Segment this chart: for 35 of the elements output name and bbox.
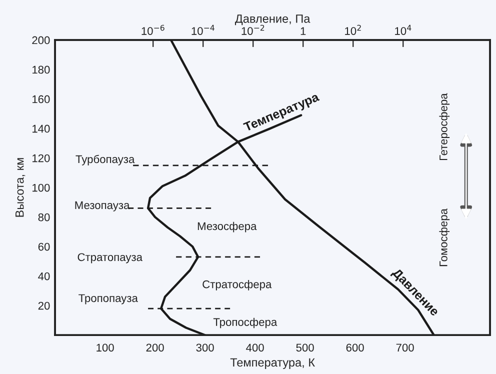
- y-tick-label: 20: [38, 302, 50, 310]
- y-tick-label: 200: [32, 36, 50, 44]
- x-tick-label: 600: [346, 344, 364, 352]
- x-tick-label: 500: [296, 344, 314, 352]
- y-tick-label: 140: [32, 124, 50, 133]
- x-tick-label: 700: [396, 344, 414, 352]
- annotation: Мезопауза: [75, 201, 130, 212]
- annotation: Стратопауза: [78, 253, 142, 264]
- annotation: Гетеросфера: [439, 93, 450, 160]
- annotation: Тропосфера: [213, 318, 278, 328]
- x2-tick-label: 10$^{4}$: [395, 24, 412, 35]
- annotation: Тропопауза: [78, 294, 138, 304]
- x-tick-label: 400: [246, 344, 264, 352]
- y-tick-label: 160: [32, 95, 50, 104]
- x2-tick-label: 10$^{−2}$: [242, 24, 264, 35]
- x-tick-label: 300: [196, 344, 214, 352]
- x-tick-label: 100: [96, 344, 114, 352]
- x2-tick-label: 10$^{−6}$: [142, 24, 164, 35]
- y-axis-title: Высота, км: [16, 158, 26, 217]
- x2-tick-label: 1: [300, 27, 306, 35]
- annotation: Турбопауза: [76, 154, 135, 166]
- x-axis-title: Температура, К: [230, 358, 315, 369]
- y-tick-label: 180: [32, 66, 50, 74]
- y-tick-label: 120: [32, 154, 50, 162]
- x2-tick-label: 10$^{−4}$: [192, 24, 214, 35]
- y-tick-label: 100: [32, 184, 50, 192]
- annotation: Мезосфера: [198, 222, 257, 232]
- annotation: Гомосфера: [439, 208, 450, 266]
- y-tick-label: 40: [38, 272, 50, 280]
- x-tick-label: 200: [146, 344, 164, 352]
- x2-axis-title: Давление, Па: [234, 14, 310, 26]
- annotation: Стратосфера: [202, 280, 272, 290]
- x2-tick-label: 10$^{2}$: [345, 24, 361, 35]
- y-tick-label: 60: [38, 242, 50, 251]
- y-tick-label: 80: [38, 213, 50, 222]
